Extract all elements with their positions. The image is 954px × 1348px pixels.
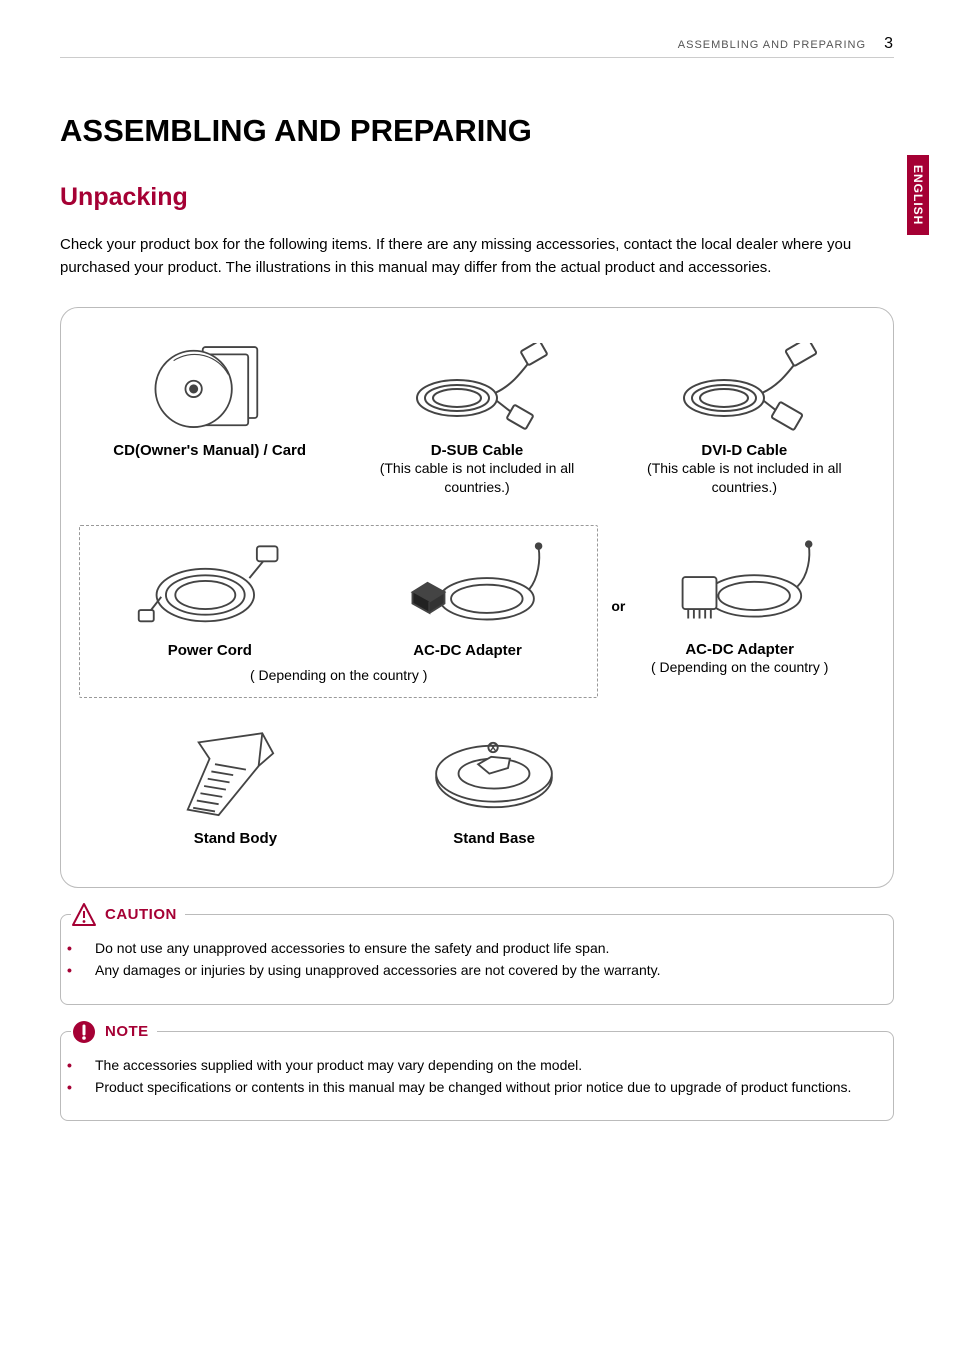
item-title: Stand Base (376, 830, 613, 847)
item-dsub: D-SUB Cable (This cable is not included … (346, 338, 607, 497)
item-sub: ( Depending on the country ) (612, 658, 867, 677)
running-title: ASSEMBLING AND PREPARING (678, 39, 866, 51)
or-label: or (611, 598, 625, 614)
language-tab: ENGLISH (907, 155, 929, 235)
item-title: DVI-D Cable (622, 442, 867, 459)
item-title: CD(Owner's Manual) / Card (87, 442, 332, 459)
item-sub: (This cable is not included in all count… (622, 459, 867, 497)
cable-icon (622, 338, 867, 438)
note-icon (71, 1019, 97, 1045)
cable-icon (354, 338, 599, 438)
powercord-icon (92, 538, 328, 638)
items-row: Power Cord AC-DC Ad (79, 525, 875, 698)
items-row: CD(Owner's Manual) / Card D-SUB Cable (T… (79, 338, 875, 497)
intro-paragraph: Check your product box for the following… (60, 234, 894, 279)
subsection-heading: Unpacking (60, 183, 894, 212)
caution-icon (71, 902, 97, 928)
caution-label: CAUTION (71, 902, 185, 928)
caution-label-text: CAUTION (105, 906, 177, 923)
standbody-icon (117, 726, 354, 826)
item-title: AC-DC Adapter (612, 641, 867, 658)
standbase-icon (376, 726, 613, 826)
item-adapter1: AC-DC Adapter (342, 538, 594, 659)
caution-box: CAUTION Do not use any unapproved access… (60, 914, 894, 1005)
item-sub: (This cable is not included in all count… (354, 459, 599, 497)
group-sub: ( Depending on the country ) (84, 667, 593, 683)
list-item: Do not use any unapproved accessories to… (95, 937, 873, 959)
item-standbody: Stand Body (109, 726, 362, 847)
adapter-icon (612, 537, 867, 637)
item-title: D-SUB Cable (354, 442, 599, 459)
list-item: The accessories supplied with your produ… (95, 1054, 873, 1076)
list-item: Product specifications or contents in th… (95, 1076, 873, 1098)
item-adapter2: AC-DC Adapter ( Depending on the country… (604, 525, 875, 698)
items-panel: CD(Owner's Manual) / Card D-SUB Cable (T… (60, 307, 894, 888)
note-label: NOTE (71, 1019, 157, 1045)
item-title: Power Cord (92, 642, 328, 659)
item-title: Stand Body (117, 830, 354, 847)
item-title: AC-DC Adapter (350, 642, 586, 659)
note-label-text: NOTE (105, 1023, 149, 1040)
note-box: NOTE The accessories supplied with your … (60, 1031, 894, 1122)
items-row: Stand Body Stand Base (79, 726, 875, 847)
list-item: Any damages or injuries by using unappro… (95, 959, 873, 981)
item-dvid: DVI-D Cable (This cable is not included … (614, 338, 875, 497)
section-heading: ASSEMBLING AND PREPARING (60, 113, 894, 149)
page-number: 3 (884, 35, 894, 52)
item-powercord: Power Cord (84, 538, 336, 659)
power-adapter-group: Power Cord AC-DC Ad (79, 525, 598, 698)
note-list: The accessories supplied with your produ… (81, 1054, 873, 1099)
adapter-icon (350, 538, 586, 638)
item-cd: CD(Owner's Manual) / Card (79, 338, 340, 459)
cd-icon (87, 338, 332, 438)
running-header: ASSEMBLING AND PREPARING 3 (60, 35, 894, 58)
caution-list: Do not use any unapproved accessories to… (81, 937, 873, 982)
item-standbase: Stand Base (368, 726, 621, 847)
